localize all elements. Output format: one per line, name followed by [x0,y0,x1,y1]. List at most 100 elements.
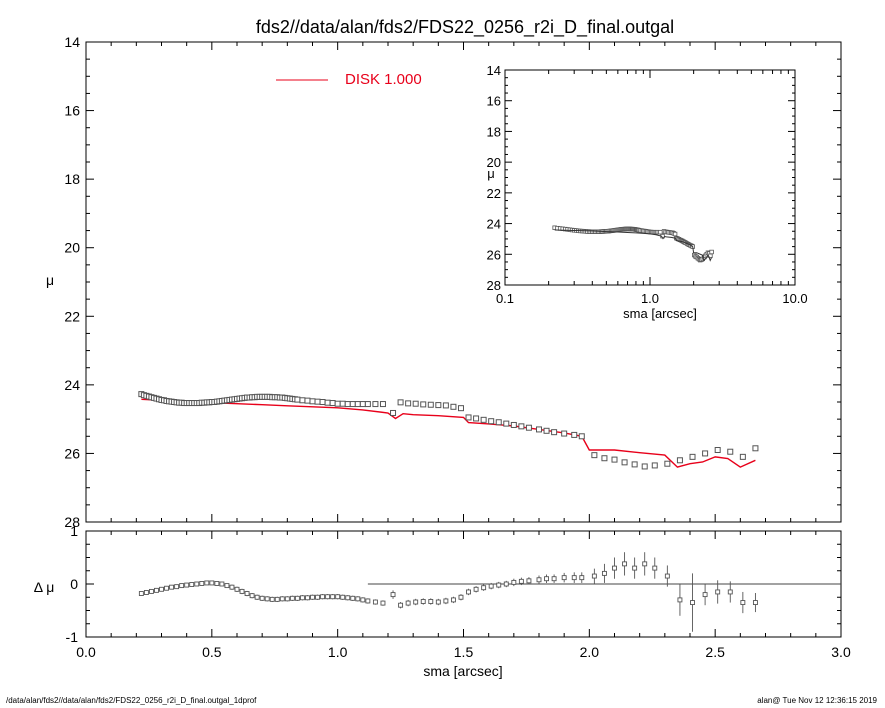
residual-x-tick-label: 0.0 [76,644,96,660]
residual-marker [740,600,746,605]
residual-marker [372,599,378,605]
residual-point [365,598,371,604]
inset-x-tick-label: 0.1 [496,291,514,306]
main-data-point [442,402,449,409]
residual-point [601,563,607,583]
residual-point [632,557,638,579]
residual-point [496,581,502,589]
residual-marker [194,581,200,587]
legend-label-disk: DISK 1.000 [345,71,422,88]
residual-point [310,594,315,600]
main-data-point [676,457,683,464]
residual-point [715,580,721,604]
main-data-point [578,433,585,440]
residual-point [526,577,532,585]
residual-x-tick-labels: 0.0 0.5 1.0 1.5 2.0 2.5 3.0 [76,644,851,660]
residual-point [428,598,434,605]
main-y-tick-label: 28 [64,514,80,530]
main-data-series [138,391,759,470]
footer-timestamp: alan@ Tue Nov 12 12:36:15 2019 [757,696,877,705]
residual-point [169,584,175,590]
main-data-point [551,429,558,436]
residual-marker [234,586,240,592]
residual-point [259,595,265,601]
main-data-point [457,405,464,412]
residual-marker [544,576,549,582]
residual-marker [398,602,404,608]
residual-point [518,577,524,586]
residual-marker [365,598,371,604]
residual-marker [591,573,597,579]
residual-point [488,582,494,590]
residual-marker [612,565,617,571]
residual-point [148,588,154,594]
residual-point [299,595,305,601]
main-data-point [319,399,326,405]
inset-data-point [709,249,714,255]
main-data-point [304,397,311,404]
residual-point [254,594,260,600]
main-data-point [510,421,517,428]
residual-point [612,557,617,579]
main-data-point [495,419,502,426]
main-data-point [405,400,412,407]
residual-point [398,602,404,609]
residual-marker [622,561,628,567]
main-data-point [651,462,658,469]
main-data-point [518,423,525,430]
main-data-point [294,396,301,403]
residual-point [315,594,320,600]
residual-point [503,580,509,588]
residual-marker [727,589,733,595]
residual-marker [284,596,290,602]
main-y-tick-label: 14 [64,34,80,50]
residual-marker [138,591,144,596]
residual-point [294,595,300,601]
main-data-point [739,453,746,460]
inset-model-series [554,229,713,262]
residual-point [642,552,648,576]
residual-point [390,590,396,599]
residual-point [740,591,746,614]
main-data-point [364,401,371,408]
inset-y-tick-labels: 14 16 18 20 22 24 26 28 [487,63,501,293]
residual-marker [503,581,509,587]
residual-marker [481,585,487,591]
residual-x-tick-label: 0.5 [202,644,222,660]
residual-y-tick-label: 1 [70,523,78,539]
residual-marker [561,575,567,581]
residual-marker [642,561,648,567]
main-y-tick-label: 20 [64,240,80,256]
residual-point [350,595,356,601]
residual-point [443,597,449,605]
inset-x-tick-labels: 0.1 1.0 10.0 [496,291,808,306]
inset-x-axis-label: sma [arcsec] [623,306,697,321]
main-data-point [379,401,386,408]
residual-marker [496,582,502,588]
chart-title: fds2//data/alan/fds2/FDS22_0256_r2i_D_fi… [256,17,674,38]
main-y-axis-label: μ [46,272,54,288]
residual-marker [154,587,159,593]
inset-model-line [554,229,713,262]
main-data-point [601,455,608,462]
inset-y-tick-label: 18 [487,124,501,139]
residual-point [511,578,517,587]
residual-point [274,596,280,603]
residual-marker [390,592,396,598]
main-data-point [299,397,306,404]
residual-marker [652,565,658,571]
residual-point [305,595,310,601]
residual-point [264,596,270,602]
legend: DISK 1.000 [276,71,422,88]
main-data-point [727,448,734,455]
residual-x-tick-label: 2.0 [580,644,600,660]
residual-point [154,587,159,593]
main-y-tick-label: 26 [64,445,80,461]
inset-y-tick-label: 24 [487,217,501,232]
residual-point [239,588,245,595]
residual-point [244,590,250,597]
residual-x-axis-label: sma [arcsec] [423,663,502,679]
residual-point [727,581,733,603]
main-data-point [344,401,351,408]
main-ticks [85,41,842,523]
